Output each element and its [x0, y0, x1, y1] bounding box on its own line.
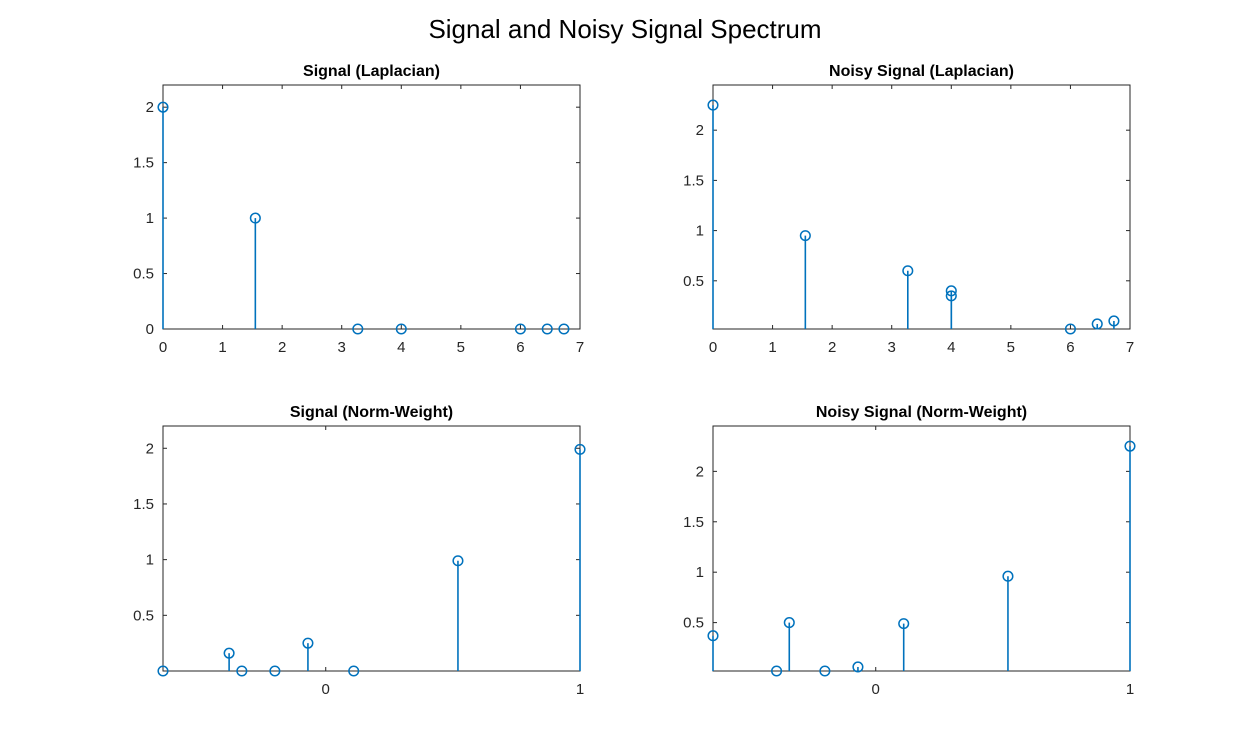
- subplot-signal-norm-weight: Signal (Norm-Weight) 0 1 0.5 1 1.5 2: [133, 404, 586, 698]
- x-tick-label: 2: [828, 339, 836, 356]
- stem-marker: [902, 265, 914, 277]
- subplot-signal-laplacian: Signal (Laplacian) 0 1 2 3 4 5 6 7 0 0.5 1 1.5 2: [133, 63, 584, 356]
- subplot-title-signal-norm-weight: Signal (Norm-Weight): [290, 404, 453, 421]
- axes-box: [162, 425, 581, 672]
- stem-marker: [1108, 315, 1120, 327]
- stem-marker: [898, 618, 910, 630]
- y-tick-label: 0.5: [133, 607, 154, 624]
- y-tick-label: 0: [146, 321, 154, 338]
- stem-marker: [395, 323, 407, 335]
- x-tick-label: 0: [709, 339, 717, 356]
- y-tick-label: 1.5: [133, 496, 154, 513]
- stem-marker: [1124, 440, 1136, 452]
- x-tick-label: 1: [218, 339, 226, 356]
- axes-box: [712, 84, 1131, 330]
- y-tick-label: 1: [696, 564, 704, 581]
- stem-marker: [574, 443, 586, 455]
- y-tick-label: 0.5: [683, 273, 704, 290]
- y-tick-label: 1.5: [683, 514, 704, 531]
- stem-marker: [819, 665, 831, 677]
- x-tick-label: 0: [872, 681, 880, 698]
- stem-marker: [157, 101, 169, 113]
- stem-marker: [707, 630, 719, 642]
- y-tick-label: 1: [696, 223, 704, 240]
- stem-marker: [236, 665, 248, 677]
- stem-marker: [945, 290, 957, 302]
- subplot-noisy-signal-laplacian: Noisy Signal (Laplacian) 0 1 2 3 4 5 6 7 0.5 1 1.5 2: [683, 63, 1134, 356]
- stem-marker: [852, 661, 864, 673]
- x-tick-label: 0: [322, 681, 330, 698]
- x-tick-label: 5: [1007, 339, 1015, 356]
- x-tick-label: 3: [888, 339, 896, 356]
- stem-marker: [249, 212, 261, 224]
- stem-marker: [541, 323, 553, 335]
- x-tick-label: 6: [1066, 339, 1074, 356]
- stem-marker: [1091, 318, 1103, 330]
- subplot-noisy-signal-norm-weight: Noisy Signal (Norm-Weight) 0 1 0.5 1 1.5 2: [683, 404, 1136, 698]
- y-tick-label: 0.5: [133, 266, 154, 283]
- y-tick-label: 1.5: [683, 172, 704, 189]
- subplot-title-noisy-signal-norm-weight: Noisy Signal (Norm-Weight): [816, 404, 1027, 421]
- x-tick-label: 2: [278, 339, 286, 356]
- x-tick-label: 0: [159, 339, 167, 356]
- y-tick-label: 0.5: [683, 615, 704, 632]
- x-tick-label: 1: [576, 681, 584, 698]
- stem-marker: [514, 323, 526, 335]
- stem-marker: [157, 665, 169, 677]
- y-tick-label: 2: [146, 99, 154, 116]
- stem-marker: [452, 555, 464, 567]
- axes-box: [712, 425, 1131, 672]
- x-tick-label: 1: [1126, 681, 1134, 698]
- x-tick-label: 4: [947, 339, 955, 356]
- y-tick-label: 1: [146, 210, 154, 227]
- stem-marker: [558, 323, 570, 335]
- subplot-title-signal-laplacian: Signal (Laplacian): [303, 63, 440, 80]
- x-tick-label: 7: [1126, 339, 1134, 356]
- stem-marker: [771, 665, 783, 677]
- stem-marker: [269, 665, 281, 677]
- stem-marker: [223, 647, 235, 659]
- y-tick-label: 2: [696, 122, 704, 139]
- y-tick-label: 2: [696, 463, 704, 480]
- stem-marker: [302, 637, 314, 649]
- x-tick-label: 4: [397, 339, 405, 356]
- x-tick-label: 6: [516, 339, 524, 356]
- y-tick-label: 2: [146, 440, 154, 457]
- stem-marker: [783, 617, 795, 629]
- x-tick-label: 3: [338, 339, 346, 356]
- y-tick-label: 1.5: [133, 155, 154, 172]
- x-tick-label: 1: [768, 339, 776, 356]
- stem-marker: [348, 665, 360, 677]
- axes-box: [162, 84, 581, 330]
- stem-marker: [352, 323, 364, 335]
- stem-marker: [707, 99, 719, 111]
- x-tick-label: 7: [576, 339, 584, 356]
- x-tick-label: 5: [457, 339, 465, 356]
- subplot-title-noisy-signal-laplacian: Noisy Signal (Laplacian): [829, 63, 1014, 80]
- y-tick-label: 1: [146, 552, 154, 569]
- stem-marker: [799, 230, 811, 242]
- figure-title: Signal and Noisy Signal Spectrum: [428, 14, 822, 44]
- stem-marker: [945, 285, 957, 297]
- stem-marker: [1064, 323, 1076, 335]
- stem-marker: [1002, 570, 1014, 582]
